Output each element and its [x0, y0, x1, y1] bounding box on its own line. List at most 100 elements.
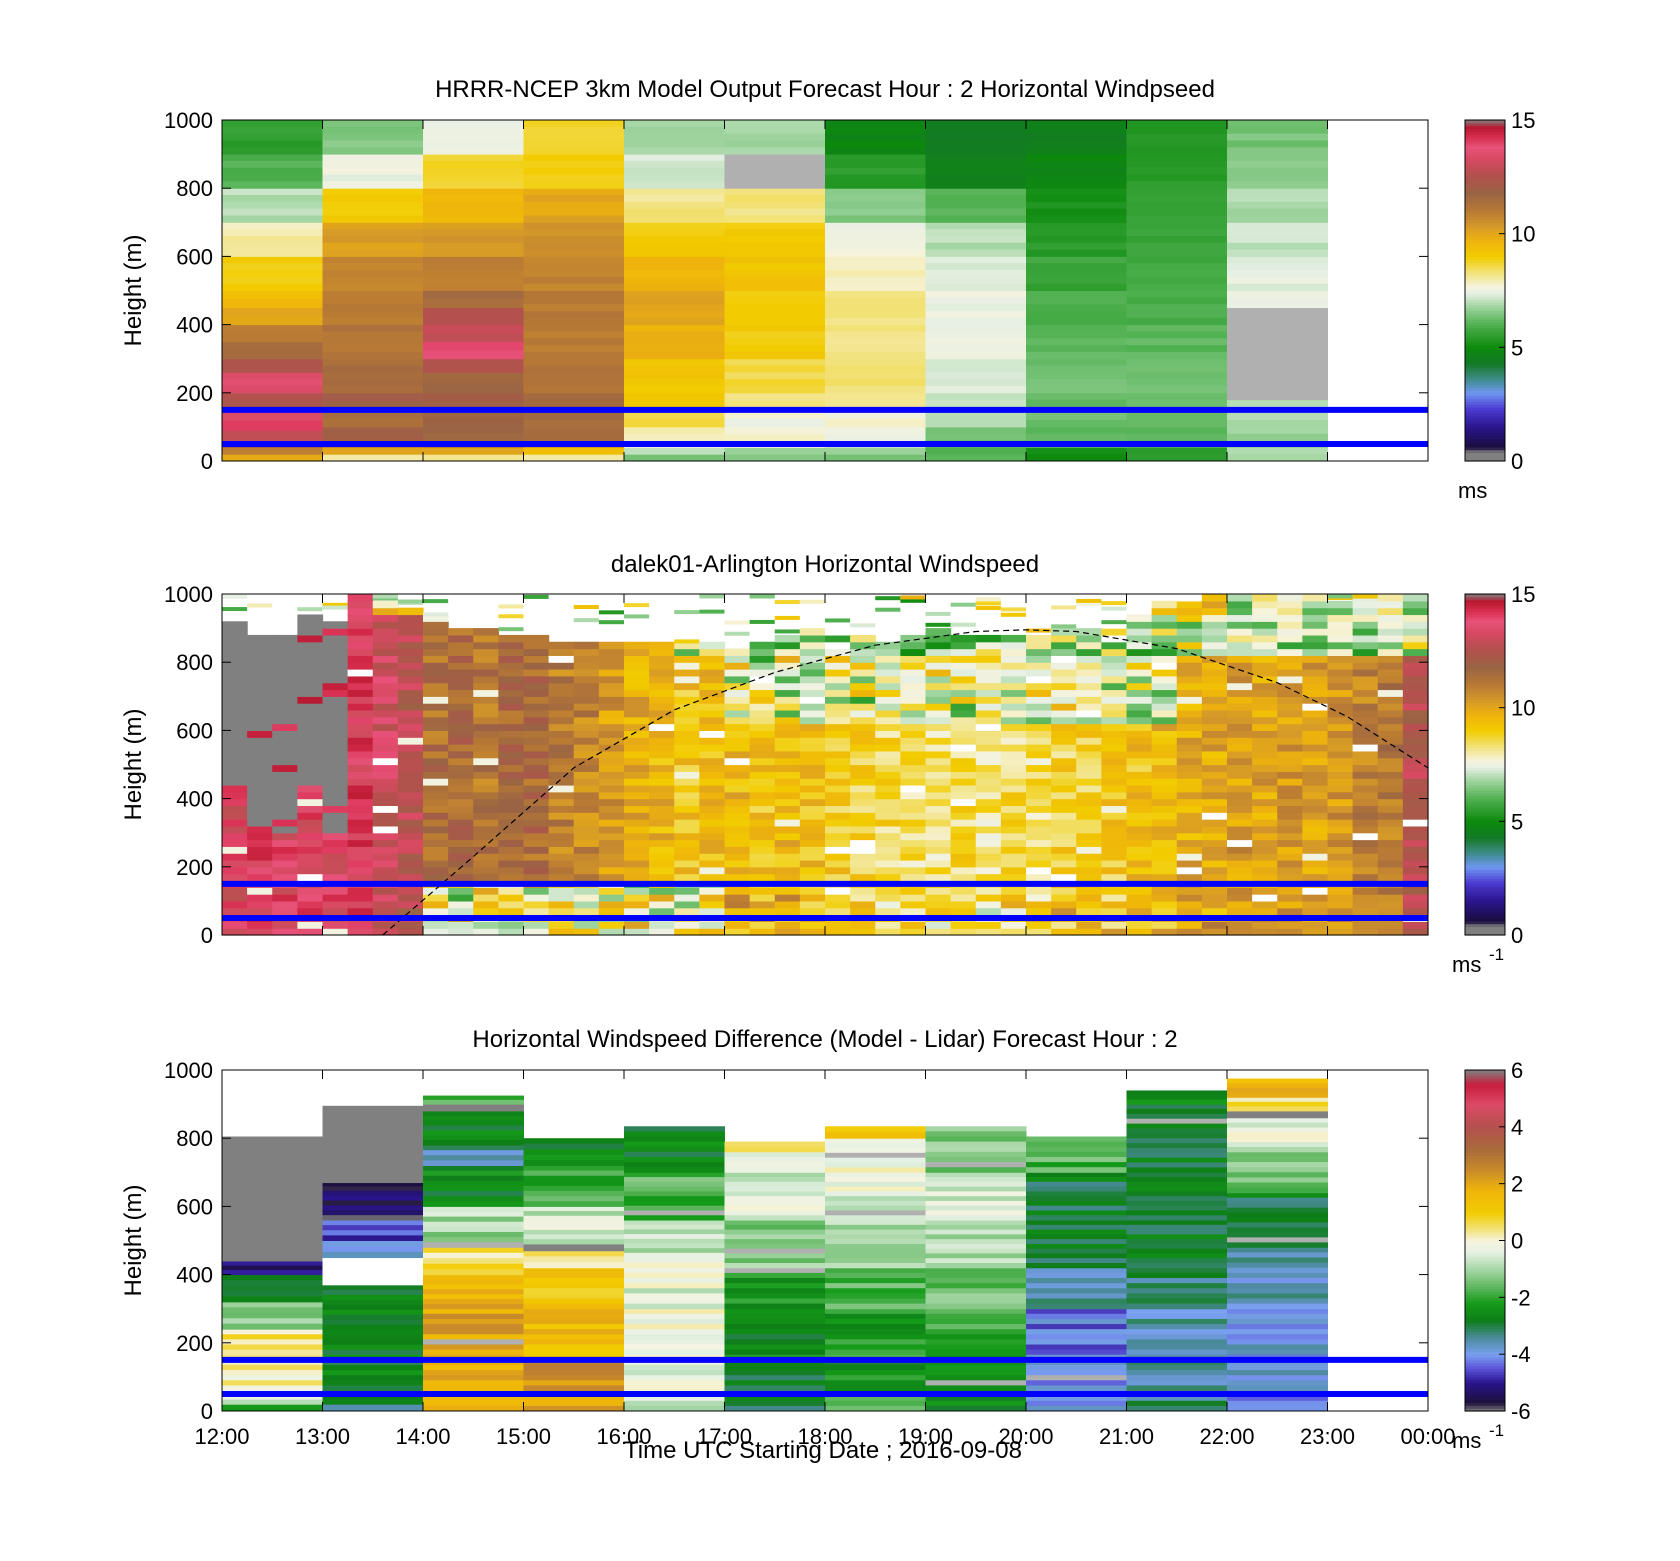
heatmap-cell [523, 358, 625, 367]
heatmap-cell [523, 928, 550, 936]
heatmap-cell [624, 846, 650, 854]
heatmap-cell [825, 181, 926, 189]
heatmap-cell [523, 174, 625, 182]
heatmap-cell [448, 703, 474, 711]
heatmap-cell [825, 805, 851, 813]
heatmap-cell [825, 675, 851, 684]
colorbar-swatch [1465, 630, 1505, 635]
heatmap-cell [624, 1210, 725, 1216]
heatmap-cell [523, 1206, 625, 1212]
heatmap-cell [1201, 641, 1228, 650]
heatmap-cell [1201, 887, 1228, 895]
heatmap-cell [925, 1258, 1027, 1264]
heatmap-cell [1227, 385, 1328, 394]
heatmap-cell [825, 418, 926, 428]
heatmap-cell [799, 675, 826, 684]
heatmap-cell [1352, 641, 1379, 650]
heatmap-cell [1026, 1141, 1127, 1148]
colorbar-unit: ms [1458, 478, 1487, 503]
heatmap-cell [749, 696, 776, 704]
heatmap-cell [724, 215, 826, 223]
heatmap-cell [1126, 805, 1153, 813]
heatmap-cell [1051, 866, 1077, 875]
heatmap-cell [1176, 709, 1203, 718]
heatmap-cell [975, 784, 1002, 793]
heatmap-cell [1026, 1181, 1127, 1188]
heatmap-cell [1252, 805, 1278, 813]
heatmap-cell [423, 432, 524, 442]
heatmap-cell [724, 1191, 826, 1197]
colorbar-swatch [1465, 912, 1505, 916]
heatmap-cell [1026, 1205, 1127, 1211]
heatmap-cell [1302, 709, 1329, 718]
heatmap-cell [1327, 921, 1354, 929]
heatmap-cell [1126, 730, 1153, 738]
heatmap-cell [372, 737, 399, 745]
heatmap-cell [1076, 791, 1102, 800]
heatmap-cell [1402, 662, 1429, 670]
colorbar-swatch [1465, 1246, 1505, 1250]
heatmap-cell [724, 351, 826, 360]
heatmap-cell [498, 709, 525, 718]
heatmap-cell [749, 778, 776, 786]
colorbar-swatch [1465, 1172, 1505, 1176]
heatmap-cell [925, 120, 1027, 128]
heatmap-cell [1327, 689, 1354, 697]
heatmap-cell [624, 603, 650, 608]
heatmap-cell [925, 675, 952, 684]
heatmap-cell [1026, 1151, 1127, 1158]
heatmap-cell [297, 832, 324, 841]
heatmap-cell [222, 235, 323, 244]
heatmap-cell [724, 1298, 826, 1305]
heatmap-cell [423, 737, 449, 745]
heatmap-cell [1277, 846, 1303, 854]
heatmap-cell [523, 764, 550, 772]
heatmap-cell [825, 1181, 926, 1188]
heatmap-cell [1201, 744, 1228, 752]
colorbar-swatch [1465, 151, 1505, 155]
colorbar-swatch [1465, 1101, 1505, 1105]
colorbar-swatch [1465, 370, 1505, 374]
heatmap-cell [423, 1313, 524, 1320]
heatmap-cell [423, 894, 449, 902]
heatmap-cell [850, 900, 876, 909]
colorbar-swatch [1465, 750, 1505, 754]
heatmap-cell [423, 447, 524, 455]
heatmap-cell [1227, 1288, 1328, 1294]
heatmap-cell [975, 894, 1002, 902]
heatmap-cell [1026, 921, 1052, 929]
heatmap-cell [322, 242, 424, 251]
heatmap-cell [1252, 764, 1278, 772]
heatmap-cell [1126, 235, 1228, 244]
heatmap-cell [799, 873, 826, 882]
heatmap-cell [1126, 1205, 1228, 1211]
colorbar-swatch [1465, 1180, 1505, 1185]
plot-frame [221, 593, 1429, 936]
heatmap-cell [222, 1212, 323, 1218]
heatmap-cell [724, 126, 826, 135]
colorbar-swatch [1465, 1285, 1505, 1290]
heatmap-cell [1151, 744, 1178, 752]
chart-title: Horizontal Windspeed Difference (Model -… [472, 1026, 1177, 1053]
heatmap-cell [448, 873, 474, 882]
heatmap-cell [925, 1172, 1027, 1178]
heatmap-cell [573, 709, 600, 718]
heatmap-cell [1176, 730, 1203, 738]
heatmap-cell [1101, 737, 1128, 745]
heatmap-cell [1402, 825, 1429, 834]
heatmap-cell [448, 641, 474, 650]
heatmap-cell [1252, 696, 1278, 704]
heatmap-cell [1402, 900, 1429, 909]
heatmap-cell [624, 1220, 725, 1226]
heatmap-cell [1101, 601, 1127, 606]
heatmap-cell [825, 771, 851, 779]
heatmap-cell [699, 812, 726, 820]
heatmap-cell [523, 201, 625, 210]
heatmap-cell [1026, 140, 1127, 148]
heatmap-cell [372, 873, 399, 882]
heatmap-cell [724, 764, 751, 772]
heatmap-cell [674, 894, 700, 902]
heatmap-cell [222, 1274, 323, 1281]
heatmap-cell [473, 866, 499, 875]
heatmap-cell [1402, 716, 1429, 725]
